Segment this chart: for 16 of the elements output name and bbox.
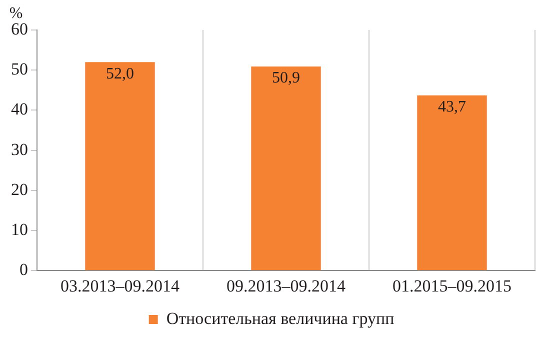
x-tick-label: 01.2015–09.2015 [392, 276, 512, 296]
bar [251, 66, 321, 270]
y-tick-label: 30 [11, 140, 28, 159]
bar [417, 95, 487, 270]
text: 43,7 [438, 98, 466, 116]
y-tick-label: 10 [11, 220, 28, 239]
text: 52,0 [106, 65, 134, 82]
y-tick-label: 50 [11, 60, 28, 79]
y-tick-label: 20 [11, 180, 28, 199]
text: 50,9 [272, 70, 300, 87]
x-tick-label: 09.2013–09.2014 [226, 276, 346, 296]
y-tick-label: 0 [20, 260, 28, 280]
bar [85, 62, 155, 270]
y-tick-label: 40 [11, 100, 28, 119]
legend-label: Относительная величина групп [166, 308, 394, 328]
x-tick-label: 03.2013–09.2014 [60, 276, 180, 296]
